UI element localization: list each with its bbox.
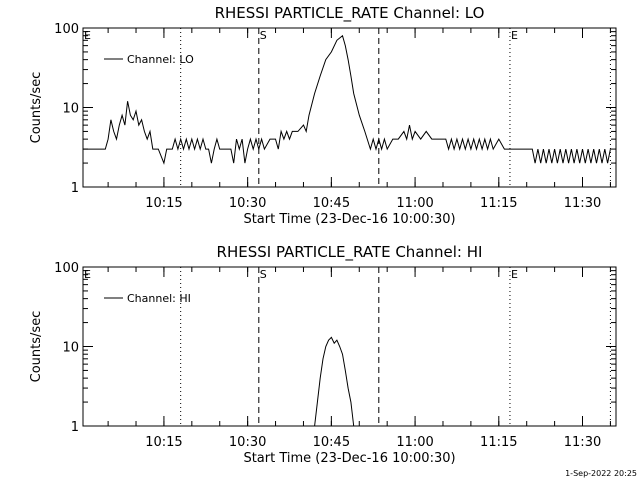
y-tick-label: 1 <box>71 420 79 435</box>
event-marker-label: E <box>84 29 91 42</box>
series-line-lo <box>83 34 611 165</box>
y-axis-label: Counts/sec <box>29 72 44 144</box>
chart-panel-hi: RHESSI PARTICLE_RATE Channel: HI Counts/s… <box>29 243 617 466</box>
y-tick-label: 10 <box>62 341 79 356</box>
x-tick-label: 11:00 <box>396 435 433 450</box>
series-line-hi <box>314 336 355 427</box>
y-tick-label: 100 <box>54 22 79 37</box>
event-marker-label: E <box>84 268 91 281</box>
x-tick-label: 10:30 <box>229 435 266 450</box>
event-marker-label: S <box>260 29 267 42</box>
legend-label: Channel: HI <box>127 292 191 305</box>
y-tick-label: 100 <box>54 261 79 276</box>
chart-panel-lo: RHESSI PARTICLE_RATE Channel: LO Counts/s… <box>29 4 617 227</box>
x-tick-label: 10:15 <box>145 196 182 211</box>
x-tick-label: 11:15 <box>480 435 517 450</box>
footer-timestamp: 1-Sep-2022 20:25 <box>565 469 637 478</box>
chart-title: RHESSI PARTICLE_RATE Channel: HI <box>217 243 483 262</box>
event-marker-label: S <box>260 268 267 281</box>
x-tick-label: 11:00 <box>396 196 433 211</box>
x-tick-label: 11:15 <box>480 196 517 211</box>
y-tick-label: 1 <box>71 181 79 196</box>
x-tick-label: 11:30 <box>564 435 601 450</box>
x-tick-label: 10:15 <box>145 435 182 450</box>
y-tick-label: 10 <box>62 102 79 117</box>
x-tick-label: 10:45 <box>313 435 350 450</box>
legend-label: Channel: LO <box>127 53 194 66</box>
plot-frame <box>82 27 617 188</box>
x-tick-label: 10:45 <box>313 196 350 211</box>
event-marker-label: E <box>511 268 518 281</box>
x-axis-label: Start Time (23-Dec-16 10:00:30) <box>243 451 455 466</box>
event-marker-label: E <box>511 29 518 42</box>
x-axis-label: Start Time (23-Dec-16 10:00:30) <box>243 212 455 227</box>
y-axis-label: Counts/sec <box>29 311 44 383</box>
chart-title: RHESSI PARTICLE_RATE Channel: LO <box>215 4 485 23</box>
x-tick-label: 10:30 <box>229 196 266 211</box>
plot-frame <box>82 266 617 427</box>
x-tick-label: 11:30 <box>564 196 601 211</box>
